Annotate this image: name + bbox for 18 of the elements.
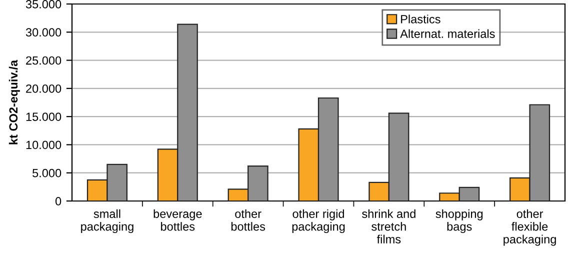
x-tick-label: other bottles: [231, 209, 266, 231]
y-tick-label: 10.000: [26, 140, 62, 150]
y-axis-title: kt CO2-equiv./a: [8, 60, 20, 144]
legend-label: Alternat. materials: [400, 29, 495, 38]
x-tick-label: shrink and stretch films: [362, 209, 416, 244]
y-tick-label: 15.000: [26, 112, 62, 121]
x-tick-label: beverage bottles: [154, 209, 202, 231]
y-tick-label: 30.000: [26, 28, 62, 37]
x-tick-label: other flexible packaging: [504, 209, 556, 246]
x-tick-label: other rigid packaging: [292, 209, 345, 234]
y-tick-label: 20.000: [26, 84, 62, 93]
legend-label: Plastics: [401, 14, 440, 24]
y-tick-label: 25.000: [26, 56, 62, 65]
y-tick-label: 35.000: [26, 0, 62, 8]
x-tick-label: shopping bags: [436, 209, 483, 234]
x-tick-label: small packaging: [81, 209, 134, 234]
y-tick-label: 0: [55, 197, 62, 206]
y-tick-label: 5.000: [32, 168, 62, 178]
